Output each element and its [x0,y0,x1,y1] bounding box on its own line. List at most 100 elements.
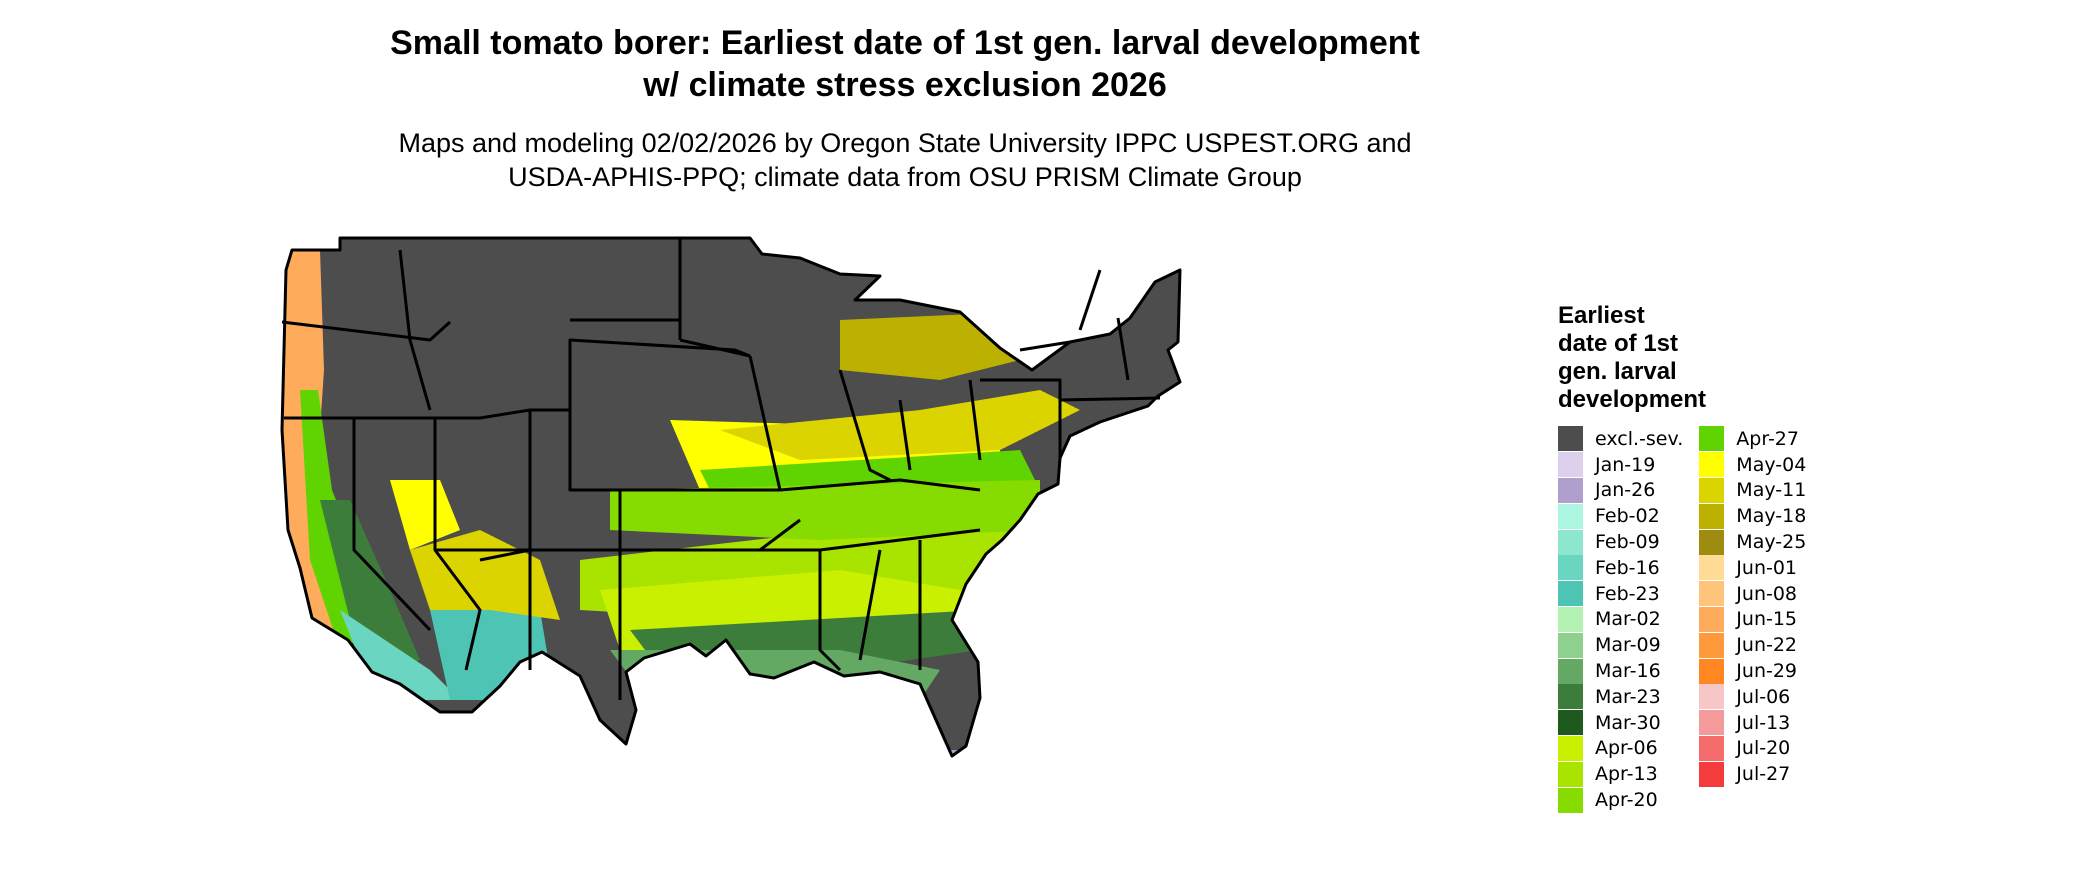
legend-swatch [1699,710,1725,736]
phenology-raster [282,238,1180,756]
legend-swatch [1558,658,1583,684]
legend-label: Jul-20 [1736,737,1791,760]
legend-label: Apr-06 [1595,737,1658,760]
legend-item: Jul-27 [1699,761,1806,787]
legend-item: Jan-26 [1558,477,1683,504]
legend-label: excl.-sev. [1595,427,1684,450]
legend-swatch [1558,581,1583,607]
legend-swatch [1699,581,1725,607]
legend-label: Jan-26 [1595,479,1656,502]
legend-item: Jul-06 [1699,684,1806,710]
legend-swatch [1558,503,1583,529]
legend-swatch [1699,632,1725,658]
legend-item: Mar-09 [1558,632,1683,658]
legend-swatch [1699,477,1725,503]
legend-label: Apr-20 [1595,789,1658,812]
legend-column-2: Apr-27 May-04 May-11 May-18 May-25 Jun-01 Jun-… [1699,426,1806,813]
legend-swatch [1558,761,1583,787]
legend-label: Jun-15 [1736,608,1798,631]
legend-item: excl.-sev. [1558,426,1683,452]
legend-item: Feb-23 [1558,581,1683,607]
legend-item: May-25 [1699,529,1806,555]
legend-label: Mar-09 [1595,634,1661,657]
legend-swatch [1699,606,1725,632]
us-map-svg [280,236,1182,758]
legend-label: Jan-19 [1595,453,1656,476]
legend-item: May-04 [1699,452,1806,478]
legend-item: Apr-13 [1558,761,1683,787]
subtitle-line-2: USDA-APHIS-PPQ; climate data from OSU PR… [508,162,1302,192]
legend-swatch [1558,477,1583,503]
legend-item: Jun-08 [1699,581,1806,607]
legend-item: Apr-06 [1558,735,1683,762]
legend-swatch [1699,761,1725,787]
legend-label: Apr-13 [1595,763,1658,786]
legend-item: Feb-16 [1558,555,1683,581]
legend-title: Earliest date of 1st gen. larval develop… [1558,302,1707,413]
legend-swatch [1699,426,1725,452]
legend-item: Mar-30 [1558,710,1683,736]
legend-label: Feb-16 [1595,556,1660,579]
legend-label: Jun-22 [1736,634,1798,657]
legend-item: May-18 [1699,503,1806,529]
legend-swatch [1699,684,1725,710]
legend-label: May-18 [1736,505,1807,528]
legend-label: Mar-30 [1595,711,1661,734]
legend-item: Apr-27 [1699,426,1806,452]
legend-swatch [1558,632,1583,658]
legend-swatch [1699,658,1725,684]
legend-item: Jan-19 [1558,452,1683,478]
legend-swatch [1558,426,1583,452]
legend-swatch [1558,529,1583,555]
legend-label: May-25 [1736,531,1807,554]
legend-swatch [1558,555,1583,581]
legend-label: Mar-02 [1595,608,1661,631]
legend-item: Mar-23 [1558,684,1683,710]
legend-swatch [1558,452,1583,478]
legend-item: May-11 [1699,477,1807,504]
legend-swatch [1558,787,1583,813]
legend-item: Feb-02 [1558,503,1683,529]
legend-swatch [1699,555,1725,581]
legend-swatch [1699,529,1725,555]
legend-item: Jun-22 [1699,632,1806,658]
legend-item: Mar-02 [1558,606,1683,633]
legend-item: Jul-13 [1699,710,1806,736]
subtitle-line-1: Maps and modeling 02/02/2026 by Oregon S… [398,128,1412,158]
legend-swatch [1699,452,1725,478]
legend-label: Feb-02 [1595,505,1660,528]
legend-label: Feb-09 [1595,531,1660,554]
legend-item: Jun-15 [1699,606,1806,633]
state-boundaries [280,236,1182,758]
map-subtitle: Maps and modeling 02/02/2026 by Oregon S… [290,126,1520,194]
legend-item: Jul-20 [1699,735,1806,762]
legend-item: Apr-20 [1558,787,1683,813]
legend-label: May-04 [1736,453,1807,476]
legend-item: Feb-09 [1558,529,1683,555]
legend-swatch [1558,710,1583,736]
legend-label: Mar-23 [1595,685,1661,708]
legend-label: Jul-27 [1736,763,1791,786]
title-line-1: Small tomato borer: Earliest date of 1st… [390,24,1420,62]
legend-label: Jul-13 [1736,711,1791,734]
legend-label: Jun-08 [1736,582,1798,605]
legend-item: Jun-01 [1699,555,1806,581]
legend-swatch [1558,684,1583,710]
legend-label: Apr-27 [1736,427,1799,450]
legend-swatch [1558,735,1583,761]
legend-item: Jun-29 [1699,658,1806,684]
us-map [280,230,1510,890]
legend-swatch [1699,503,1725,529]
title-line-2: w/ climate stress exclusion 2026 [643,66,1167,104]
legend-swatch [1699,735,1725,761]
legend-swatch [1558,606,1583,632]
legend-label: Jul-06 [1736,685,1791,708]
legend-item: Mar-16 [1558,658,1683,684]
legend-label: Jun-29 [1736,660,1798,683]
map-legend: Earliest date of 1st gen. larval develop… [1558,302,2078,813]
legend-label: Jun-01 [1736,556,1798,579]
legend-label: Mar-16 [1595,660,1661,683]
legend-label: May-11 [1736,479,1807,502]
legend-column-1: excl.-sev. Jan-19 Jan-26 Feb-02 Feb-09 Feb-16… [1558,426,1683,813]
legend-label: Feb-23 [1595,582,1660,605]
